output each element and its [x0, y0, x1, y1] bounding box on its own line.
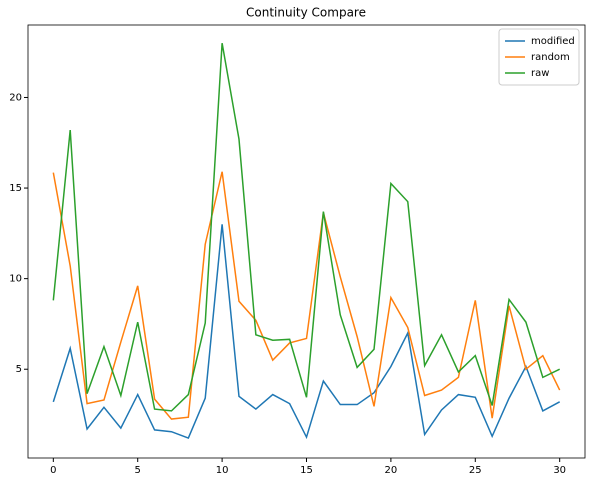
legend-label: random: [531, 52, 570, 63]
legend-box: [498, 28, 580, 86]
series-line: [52, 42, 561, 412]
plot-frame: [27, 24, 586, 459]
y-tick-label: 15: [9, 183, 22, 194]
x-tick-label: 30: [553, 465, 566, 476]
x-tick-label: 0: [50, 465, 56, 476]
chart-title: Continuity Compare: [246, 6, 366, 20]
legend-label: modified: [531, 36, 575, 47]
x-tick-label: 5: [135, 465, 141, 476]
x-tick-label: 25: [469, 465, 482, 476]
legend-label: raw: [531, 68, 549, 79]
series-line: [52, 224, 561, 440]
x-tick-label: 10: [216, 465, 229, 476]
y-tick-label: 20: [9, 92, 22, 103]
x-tick-label: 15: [300, 465, 313, 476]
x-tick-label: 20: [385, 465, 398, 476]
series-line: [52, 171, 561, 420]
y-tick-label: 10: [9, 274, 22, 285]
y-tick-label: 5: [16, 364, 22, 375]
